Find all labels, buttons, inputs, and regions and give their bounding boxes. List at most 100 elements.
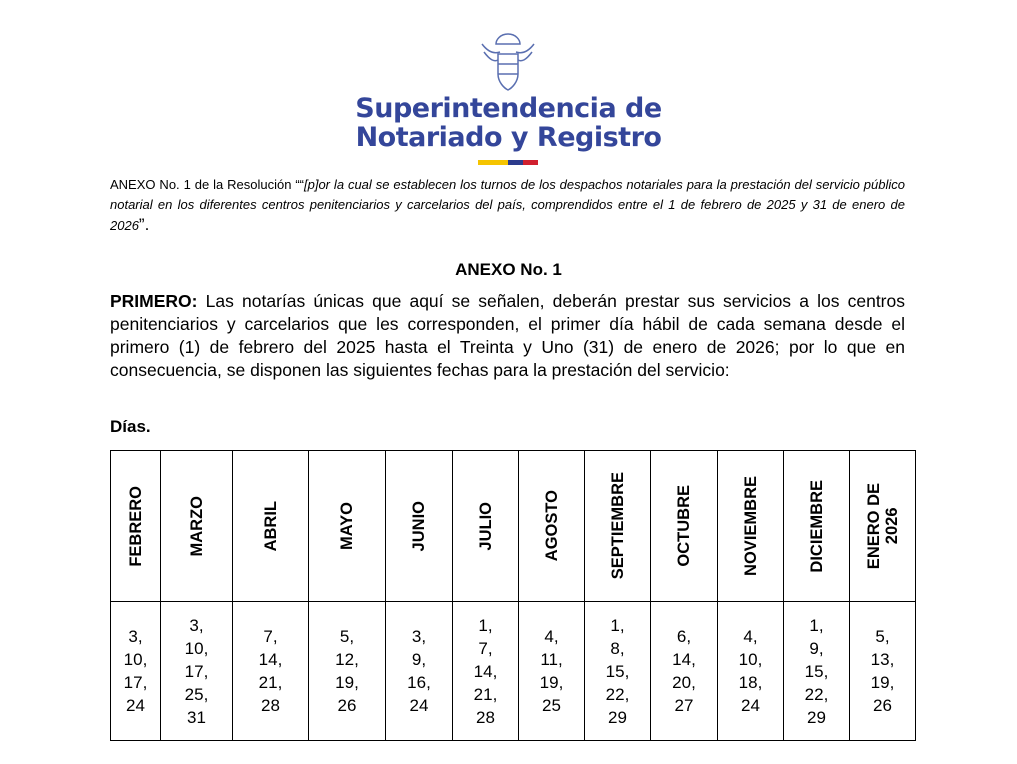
month-label: FEBRERO [126,485,145,567]
day-cell: 3, 9, 16, 24 [385,601,453,741]
day-cell: 3, 10, 17, 25, 31 [160,601,233,741]
day-line: 22, [804,684,829,704]
month-header: JULIO [452,450,519,602]
month-label: JULIO [476,501,495,551]
month-label: AGOSTO [542,490,561,562]
month-label-line: ENERO DE [864,482,883,570]
day-cell: 4, 10, 18, 24 [717,601,784,741]
month-header: MARZO [160,450,233,602]
flag-bar [478,160,538,165]
day-line: 13, [870,650,895,669]
day-line: 29 [807,707,826,727]
day-line: 21, [473,684,498,704]
day-line: 10, [123,650,148,669]
day-line: 26 [337,696,357,715]
day-cell: 6, 14, 20, 27 [650,601,718,741]
day-line: 15, [605,661,630,681]
day-line: 24 [126,696,145,715]
day-line: 7, [478,638,493,658]
day-cell: 3, 10, 17, 24 [110,601,161,741]
day-line: 1, [478,615,493,635]
ref-italic: [p]or la cual se establecen los turnos d… [110,177,905,233]
logo-emblem [481,33,535,91]
day-line: 28 [261,696,280,715]
day-cell: 1, 8, 15, 22, 29 [584,601,651,741]
ref-suffix: ”. [138,215,150,234]
day-line: 14, [672,650,696,669]
month-header: SEPTIEMBRE [584,450,651,602]
day-line: 6, [676,627,692,646]
days-label: Días. [110,417,151,436]
month-header: MAYO [308,450,386,602]
month-header: JUNIO [385,450,453,602]
month-label: ABRIL [261,500,280,552]
month-header: AGOSTO [518,450,585,602]
lead: PRIMERO: [110,291,198,311]
title: ANEXO No. 1 [455,260,562,279]
annex-reference: ANEXO No. 1 de la Resolución ““[p]or la … [110,175,905,236]
day-line: 19, [335,673,359,692]
ref-prefix: ANEXO No. 1 de la Resolución ““ [110,177,304,192]
day-line: 27 [674,696,694,715]
org-name: Notariado y Registro [355,122,662,153]
month-label: SEPTIEMBRE [608,472,627,580]
month-header: NOVIEMBRE [717,450,784,602]
month-label: NOVIEMBRE [741,476,760,576]
month-label: JUNIO [410,500,428,552]
day-line: 1, [610,615,625,635]
day-line: 20, [672,673,696,692]
day-line: 4, [743,627,758,646]
day-line: 28 [476,707,495,727]
day-line: 19, [870,673,895,692]
day-line: 21, [258,673,283,692]
day-line: 16, [407,673,431,692]
day-line: 31 [187,707,206,727]
day-line: 17, [184,661,209,681]
day-cell: 5, 13, 19, 26 [849,601,916,741]
month-header: DICIEMBRE [783,450,850,602]
day-line: 11, [540,650,563,669]
day-line: 14, [473,661,498,681]
day-line: 24 [409,696,429,715]
day-line: 4, [544,627,559,646]
day-cell: 1, 9, 15, 22, 29 [783,601,850,741]
day-line: 3, [128,627,143,646]
month-header: ENERO DE 2026 [849,450,916,602]
day-line: 24 [741,696,760,715]
day-line: 15, [804,661,829,681]
month-label: OCTUBRE [675,485,693,567]
month-label: DICIEMBRE [807,479,826,573]
day-cell: 5, 12, 19, 26 [308,601,386,741]
month-label: MAYO [338,502,356,550]
day-line: 3, [411,627,427,646]
day-line: 9, [809,638,824,658]
day-cell: 4, 11, 19, 25 [518,601,585,741]
day-line: 10, [738,650,763,669]
day-line: 3, [189,615,204,635]
month-label: ENERO DE 2026 [865,483,901,569]
day-line: 25, [184,684,209,704]
day-line: 12, [335,650,359,669]
paragraph: PRIMERO: Las notarías únicas que aquí se… [110,290,905,382]
month-header: OCTUBRE [650,450,718,602]
month-label: MARZO [187,495,206,557]
day-cell: 7, 14, 21, 28 [232,601,309,741]
day-line: 19, [539,673,564,692]
day-line: 25 [542,696,561,715]
month-label-line: 2026 [882,507,901,545]
month-header: FEBRERO [110,450,161,602]
day-line: 10, [184,638,209,658]
day-line: 26 [873,696,892,715]
day-line: 9, [411,650,427,669]
day-line: 17, [123,673,148,692]
day-line: 18, [738,673,763,692]
org-name: Superintendencia de [355,93,662,124]
day-line: 29 [608,707,627,727]
day-line: 5, [875,627,890,646]
day-line: 8, [610,638,625,658]
month-header: ABRIL [232,450,309,602]
body-text: Las notarías únicas que aquí se señalen,… [110,291,905,380]
day-line: 7, [263,627,278,646]
schedule-table: FEBRERO MARZO ABRIL MAYO JUNIO JULIO AGOSTO SEP… [110,450,916,741]
